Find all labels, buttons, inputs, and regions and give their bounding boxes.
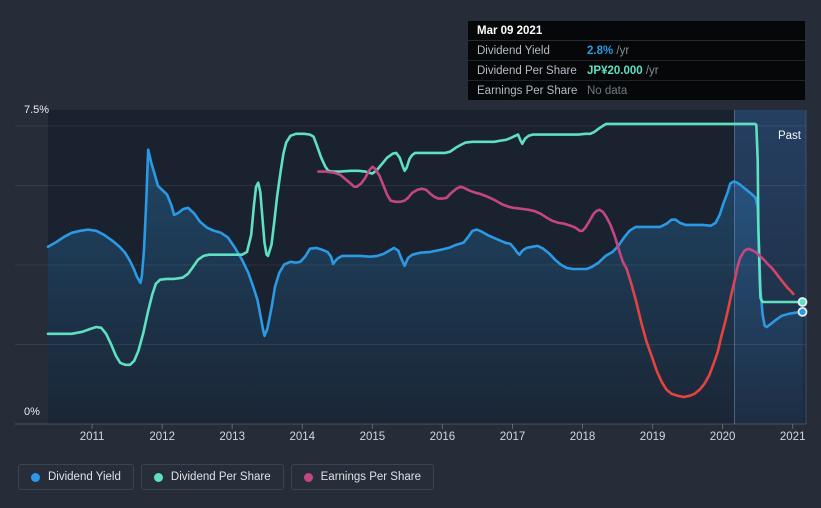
dividend-yield-dot-icon (31, 472, 40, 482)
tooltip-label: Earnings Per Share (477, 84, 578, 97)
y-axis-label-max: 7.5% (24, 104, 50, 116)
legend-item-dividend-yield[interactable]: Dividend Yield (18, 464, 134, 490)
x-axis-label: 2020 (709, 431, 736, 443)
x-axis-label: 2011 (79, 431, 105, 443)
tooltip-label: Dividend Yield (477, 44, 550, 57)
earnings-per-share-dot-icon (303, 472, 313, 482)
dividend-per-share-dot-icon (153, 472, 163, 482)
x-axis-label: 2018 (569, 431, 596, 443)
x-axis-label: 2013 (219, 431, 245, 443)
y-axis-label-min: 0% (24, 406, 40, 418)
tooltip-label: Dividend Per Share (477, 64, 577, 77)
tooltip-date: Mar 09 2021 (468, 21, 805, 41)
x-axis-label: 2014 (289, 431, 316, 443)
x-axis-label: 2021 (779, 431, 806, 443)
x-axis-label: 2017 (499, 431, 526, 443)
tooltip-value: No data (587, 84, 628, 97)
tooltip-row-earnings-per-share: Earnings Per Share No data (468, 81, 805, 100)
past-band-label: Past (777, 130, 801, 142)
x-axis-label: 2015 (359, 431, 386, 443)
legend-item-earnings-per-share[interactable]: Earnings Per Share (290, 464, 434, 490)
tooltip-value: 2.8% /yr (587, 44, 630, 57)
chart-legend: Dividend Yield Dividend Per Share Earnin… (18, 464, 434, 490)
chart-tooltip: Mar 09 2021 Dividend Yield 2.8% /yr Divi… (468, 21, 805, 100)
x-axis-label: 2019 (639, 431, 666, 443)
x-axis-label: 2016 (429, 431, 456, 443)
legend-item-dividend-per-share[interactable]: Dividend Per Share (140, 464, 284, 490)
x-axis-label: 2012 (149, 431, 175, 443)
legend-label: Earnings Per Share (320, 471, 421, 483)
tooltip-row-dividend-yield: Dividend Yield 2.8% /yr (468, 41, 805, 61)
legend-label: Dividend Yield (48, 471, 121, 483)
legend-label: Dividend Per Share (170, 471, 271, 483)
tooltip-value: JP¥20.000 /yr (587, 64, 659, 77)
tooltip-row-dividend-per-share: Dividend Per Share JP¥20.000 /yr (468, 61, 805, 81)
chart-plot-area[interactable] (0, 0, 821, 456)
